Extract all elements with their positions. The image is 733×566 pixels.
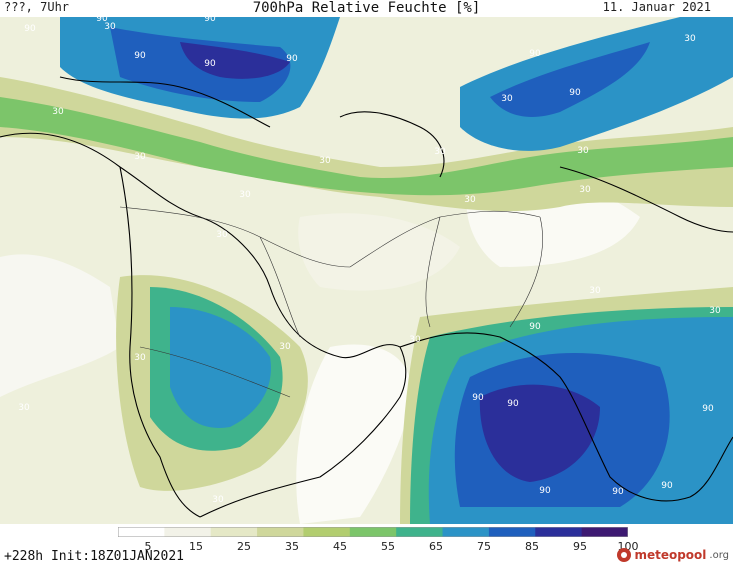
valid-date: 11. Januar 2021: [602, 0, 711, 14]
contour-label: 30: [434, 147, 446, 157]
contour-label: 90: [96, 17, 108, 24]
colorbar-ticks: 5 15 25 35 45 55 65 75 85 95 100: [118, 540, 639, 554]
colorbar-swatch: [442, 527, 490, 537]
contour-label: 90: [529, 49, 541, 59]
core-saturated-south: [479, 384, 600, 482]
contour-label: 30: [589, 286, 601, 296]
colorbar-tick: 15: [189, 540, 203, 553]
contour-label: 90: [134, 51, 146, 61]
coastlines: [0, 76, 733, 518]
contour-label: 90: [569, 88, 581, 98]
contour-label: 30: [319, 156, 331, 166]
dry-region-west: [0, 254, 120, 397]
colorbar-tick: 65: [429, 540, 443, 553]
valid-time: ???, 7Uhr: [4, 0, 70, 14]
contour-label: 90: [539, 486, 551, 496]
colorbar-tick: 35: [285, 540, 299, 553]
colorbar-swatch: [118, 527, 165, 537]
contour-label: 30: [464, 195, 476, 205]
map-title: 700hPa Relative Feuchte [%]: [252, 0, 481, 16]
contour-label: 30: [216, 230, 228, 240]
contour-label: 30: [409, 335, 421, 345]
contour-label: 90: [204, 59, 216, 69]
band-wet-north: [0, 97, 733, 196]
colorbar-tick: 45: [333, 540, 347, 553]
core-saturated-north: [180, 42, 290, 79]
colorbar-tick: 5: [144, 540, 152, 553]
colorbar-swatch: [210, 527, 258, 537]
contour-label: 30: [52, 107, 64, 117]
colorbar-tick: 75: [477, 540, 491, 553]
contour-label: 30: [579, 185, 591, 195]
contour-label: 30: [134, 152, 146, 162]
dry-region-iran: [298, 213, 460, 291]
contour-label: 30: [279, 342, 291, 352]
colorbar: [118, 527, 628, 537]
colorbar-tick: 85: [525, 540, 539, 553]
colorbar-swatch: [396, 527, 444, 537]
header: ???, 7Uhr 700hPa Relative Feuchte [%] 11…: [0, 0, 733, 18]
colorbar-swatch: [257, 527, 304, 537]
colorbar-tick: 95: [573, 540, 587, 553]
contour-label: 90: [661, 481, 673, 491]
colorbar-swatch: [349, 527, 397, 537]
contour-label: 30: [684, 34, 696, 44]
colorbar-swatch: [488, 527, 536, 537]
contour-label: 90: [702, 404, 714, 414]
colorbar-tick: 55: [381, 540, 395, 553]
colorbar-swatch: [164, 527, 212, 537]
dry-region-sea: [296, 344, 412, 524]
colorbar-tick: 25: [237, 540, 251, 553]
contour-label: 30: [134, 353, 146, 363]
contour-label: 90: [507, 399, 519, 409]
run-info: +228h Init:18Z01JAN2021: [4, 549, 185, 564]
meteopool-logo-icon: [617, 548, 632, 562]
colorbar-swatch: [581, 527, 628, 537]
contour-label: 90: [529, 322, 541, 332]
contour-label: 90: [472, 393, 484, 403]
contour-label: 30: [577, 146, 589, 156]
borders: [119, 206, 543, 398]
contour-label: 30: [104, 22, 116, 32]
core-humid-northeast: [490, 42, 650, 117]
colorbar-swatch: [303, 527, 351, 537]
contour-label: 90: [204, 17, 216, 24]
contour-label: 30: [239, 190, 251, 200]
band-humid-arabia: [170, 307, 271, 428]
contour-label: 30: [18, 403, 30, 413]
contour-label: 30: [212, 495, 224, 505]
contour-label: 90: [612, 487, 624, 497]
brand-tld: .org: [709, 549, 729, 561]
contour-label: 90: [24, 24, 36, 34]
contour-label: 90: [286, 54, 298, 64]
contour-label: 30: [501, 94, 513, 104]
colorbar-swatch: [535, 527, 583, 537]
contour-label: 30: [709, 306, 721, 316]
brand-name: meteopool: [634, 548, 707, 562]
brand[interactable]: meteopool .org: [617, 545, 729, 565]
